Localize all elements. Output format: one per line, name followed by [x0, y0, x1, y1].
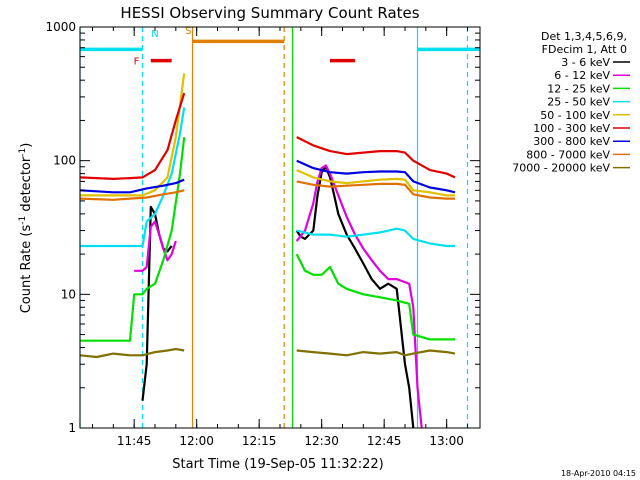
- series-line-0: [141, 165, 415, 429]
- series-line-6: [79, 159, 456, 194]
- legend: Det 1,3,4,5,6,9,FDecim 1, Att 03 - 6 keV…: [512, 30, 630, 175]
- y-axis-label-sup2: -1: [18, 148, 28, 157]
- series-line-5: [79, 92, 456, 180]
- legend-entry-8: 7000 - 20000 keV: [512, 162, 610, 175]
- y-tick-label-2: 100: [53, 154, 76, 168]
- flag-label-f: F: [134, 57, 140, 68]
- y-axis-label-main: Count Rate (s: [19, 225, 34, 314]
- flag-label-s: S: [185, 26, 191, 37]
- legend-entry-0: 3 - 6 keV: [561, 56, 610, 69]
- x-tick-label-2: 12:15: [242, 434, 277, 448]
- legend-header-0: Det 1,3,4,5,6,9,: [541, 30, 627, 43]
- x-tick-label-4: 12:45: [367, 434, 402, 448]
- y-tick-label-1: 10: [61, 287, 76, 301]
- series-line-7: [79, 180, 455, 201]
- legend-entry-6: 300 - 800 keV: [533, 135, 610, 148]
- flag-label-n: N: [151, 29, 158, 40]
- legend-entry-7: 800 - 7000 keV: [526, 148, 610, 161]
- legend-entry-5: 100 - 300 keV: [533, 122, 610, 135]
- y-axis-label: Count Rate (s-1 detector-1): [18, 143, 34, 314]
- x-tick-label-1: 12:00: [179, 434, 214, 448]
- y-axis-label-mid: detector: [19, 156, 34, 216]
- legend-entry-1: 6 - 12 keV: [554, 69, 610, 82]
- y-tick-label-3: 1000: [45, 20, 76, 34]
- legend-entry-2: 12 - 25 keV: [547, 82, 610, 95]
- legend-entry-4: 50 - 100 keV: [540, 109, 610, 122]
- x-tick-label-0: 11:45: [117, 434, 152, 448]
- plot-frame: [79, 26, 481, 429]
- series-line-8: [79, 347, 456, 359]
- legend-header-1: FDecim 1, Att 0: [542, 43, 627, 56]
- timestamp: 18-Apr-2010 04:15: [561, 469, 636, 478]
- x-axis-label: Start Time (19-Sep-05 11:32:22): [172, 457, 383, 472]
- legend-entry-3: 25 - 50 keV: [547, 96, 610, 109]
- y-axis-label-end: ): [19, 143, 34, 148]
- y-axis-label-sup1: -1: [18, 216, 28, 225]
- series-line-4: [80, 73, 455, 197]
- x-tick-label-5: 13:00: [429, 434, 464, 448]
- series-line-3: [80, 107, 455, 248]
- x-tick-label-3: 12:30: [304, 434, 339, 448]
- chart-title: HESSI Observing Summary Count Rates: [120, 4, 419, 22]
- y-tick-label-0: 1: [68, 421, 76, 435]
- series-line-2: [80, 136, 455, 342]
- plot-area: F N S 1 10 100 1000 11:45 12:00 12:15 12:30 12:45 13…: [45, 20, 481, 448]
